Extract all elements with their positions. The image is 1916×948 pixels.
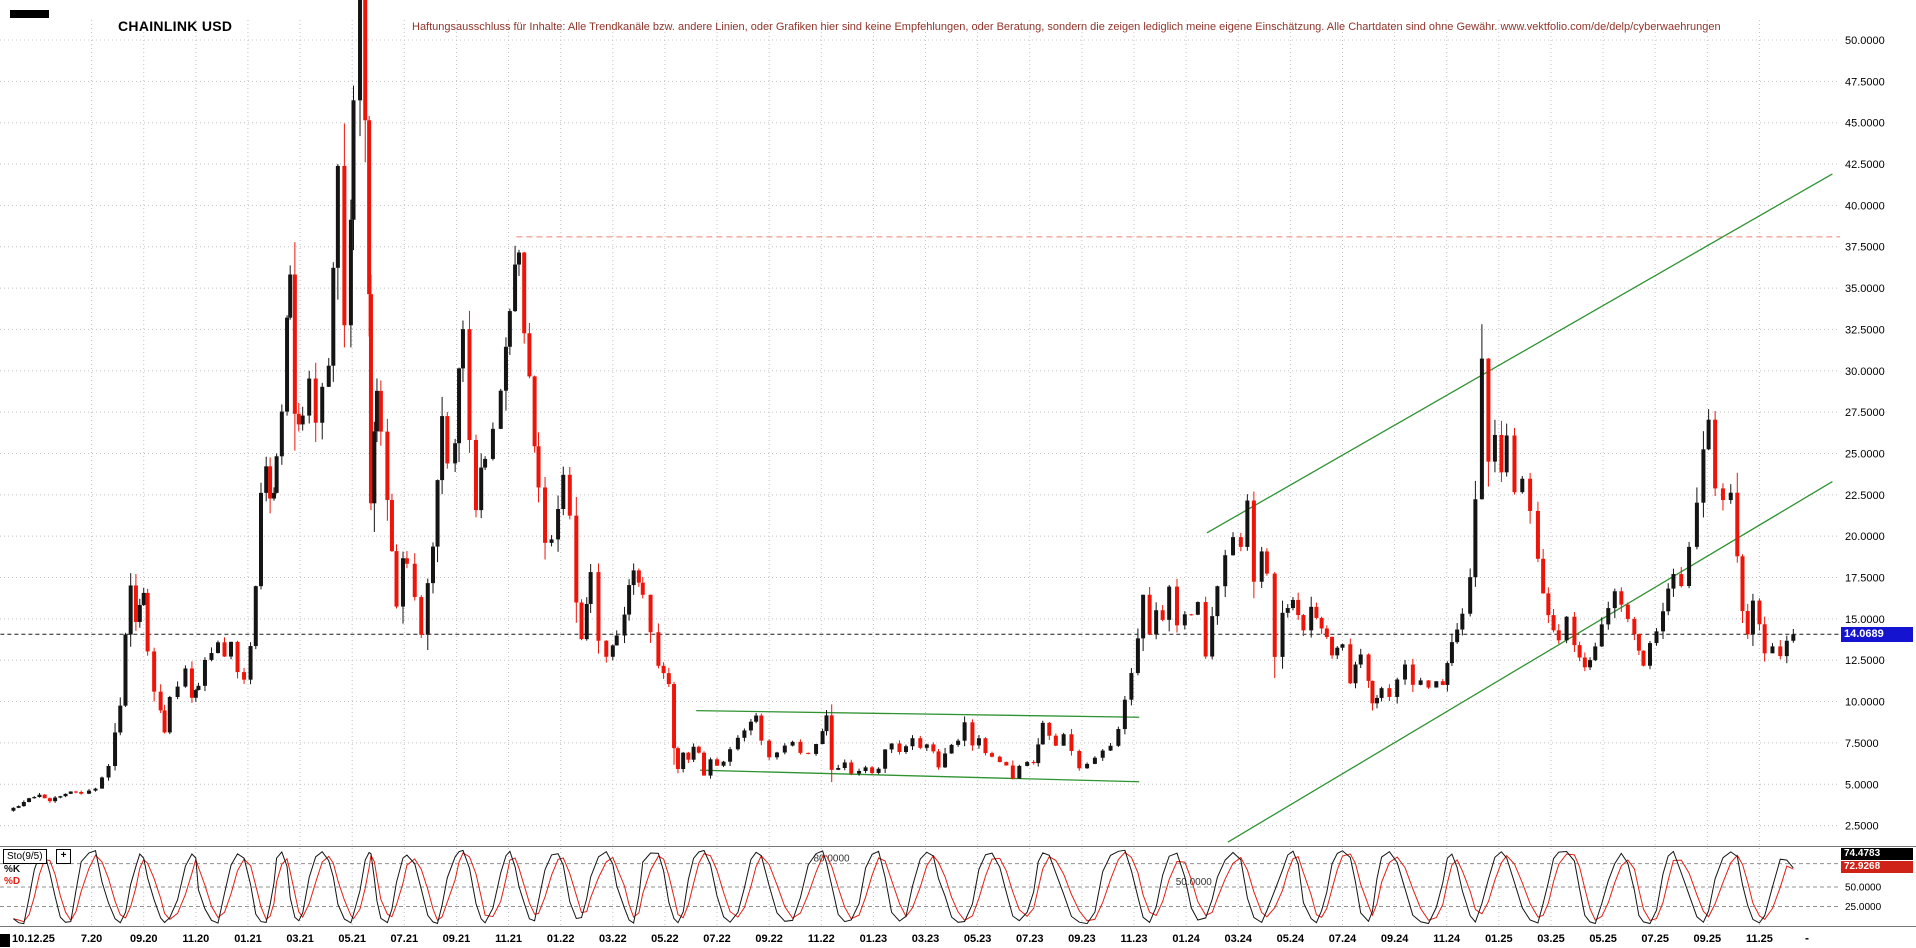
svg-text:03.22: 03.22 xyxy=(599,933,627,945)
svg-text:22.5000: 22.5000 xyxy=(1845,490,1885,502)
svg-text:25.0000: 25.0000 xyxy=(1845,902,1882,913)
svg-text:12.5000: 12.5000 xyxy=(1845,655,1885,667)
svg-text:01.22: 01.22 xyxy=(547,933,575,945)
last-price-tag: 14.0689 xyxy=(1841,627,1913,642)
svg-text:01.23: 01.23 xyxy=(860,933,888,945)
svg-text:09.21: 09.21 xyxy=(443,933,471,945)
grid-layer xyxy=(0,20,1840,926)
svg-text:11.22: 11.22 xyxy=(808,933,835,945)
svg-text:03.21: 03.21 xyxy=(286,933,314,945)
disclaimer-text: Haftungsausschluss für Inhalte: Alle Tre… xyxy=(412,21,1721,33)
svg-text:01.21: 01.21 xyxy=(234,933,262,945)
svg-text:50.0000: 50.0000 xyxy=(1176,877,1213,888)
axis-labels-layer: 50.0000 47.5000 45.0000 42.5000 40.0000 37.50… xyxy=(12,35,1885,945)
svg-text:5.0000: 5.0000 xyxy=(1845,779,1879,791)
svg-text:05.25: 05.25 xyxy=(1589,933,1617,945)
svg-text:50.0000: 50.0000 xyxy=(1845,883,1882,894)
svg-text:37.5000: 37.5000 xyxy=(1845,242,1885,254)
svg-text:03.23: 03.23 xyxy=(912,933,940,945)
svg-text:7.5000: 7.5000 xyxy=(1845,738,1879,750)
stoch-k-label: %K xyxy=(4,864,21,875)
svg-text:50.0000: 50.0000 xyxy=(1845,35,1885,47)
stoch-k-line xyxy=(13,849,1794,925)
stoch-d-line xyxy=(13,851,1794,923)
svg-text:32.5000: 32.5000 xyxy=(1845,324,1885,336)
svg-text:05.22: 05.22 xyxy=(651,933,679,945)
svg-text:11.20: 11.20 xyxy=(182,933,209,945)
svg-text:10.0000: 10.0000 xyxy=(1845,697,1885,709)
svg-text:05.21: 05.21 xyxy=(338,933,366,945)
svg-text:25.0000: 25.0000 xyxy=(1845,448,1885,460)
svg-text:27.5000: 27.5000 xyxy=(1845,407,1885,419)
svg-text:01.25: 01.25 xyxy=(1485,933,1513,945)
svg-text:05.24: 05.24 xyxy=(1277,933,1305,945)
candlestick-layer xyxy=(11,0,1796,812)
svg-text:11.21: 11.21 xyxy=(495,933,522,945)
chart-title: CHAINLINK USD xyxy=(118,18,233,34)
svg-text:07.24: 07.24 xyxy=(1329,933,1357,945)
svg-text:07.22: 07.22 xyxy=(703,933,731,945)
stochastic-layer: 80.0000 50.0000 50.0000 25.0000 xyxy=(0,846,1916,927)
stoch-k-value: 74.4783 xyxy=(1841,848,1913,860)
svg-text:03.24: 03.24 xyxy=(1224,933,1252,945)
svg-text:01.24: 01.24 xyxy=(1172,933,1200,945)
svg-text:20.0000: 20.0000 xyxy=(1845,531,1885,543)
svg-text:05.23: 05.23 xyxy=(964,933,992,945)
trendline-layer xyxy=(0,173,1840,843)
svg-text:09.23: 09.23 xyxy=(1068,933,1096,945)
svg-text:2.5000: 2.5000 xyxy=(1845,821,1879,833)
svg-text:09.20: 09.20 xyxy=(130,933,158,945)
svg-text:15.0000: 15.0000 xyxy=(1845,614,1885,626)
svg-text:09.25: 09.25 xyxy=(1694,933,1722,945)
stoch-d-label: %D xyxy=(4,876,21,887)
stoch-d-value: 72.9268 xyxy=(1841,861,1913,873)
svg-text:03.25: 03.25 xyxy=(1537,933,1565,945)
svg-text:17.5000: 17.5000 xyxy=(1845,573,1885,585)
svg-text:11.25: 11.25 xyxy=(1746,933,1773,945)
svg-text:07.25: 07.25 xyxy=(1641,933,1669,945)
svg-text:11.23: 11.23 xyxy=(1121,933,1148,945)
svg-text:40.0000: 40.0000 xyxy=(1845,200,1885,212)
svg-text:07.21: 07.21 xyxy=(391,933,419,945)
svg-text:7.20: 7.20 xyxy=(81,933,102,945)
svg-text:11.24: 11.24 xyxy=(1433,933,1461,945)
svg-text:35.0000: 35.0000 xyxy=(1845,283,1885,295)
svg-text:80.0000: 80.0000 xyxy=(813,854,850,865)
svg-text:42.5000: 42.5000 xyxy=(1845,159,1885,171)
bottom-left-marker xyxy=(0,934,10,947)
stochastic-label[interactable]: Sto(9/5) xyxy=(3,849,47,864)
svg-text:30.0000: 30.0000 xyxy=(1845,366,1885,378)
svg-text:09.24: 09.24 xyxy=(1381,933,1409,945)
top-left-marker xyxy=(10,10,49,18)
axis-date-label: 10.12.25 xyxy=(12,933,55,945)
svg-text:45.0000: 45.0000 xyxy=(1845,118,1885,130)
zoom-out-control[interactable]: - xyxy=(1805,931,1809,945)
svg-text:47.5000: 47.5000 xyxy=(1845,76,1885,88)
svg-text:07.23: 07.23 xyxy=(1016,933,1044,945)
indicator-add-icon[interactable]: + xyxy=(56,849,71,864)
svg-text:09.22: 09.22 xyxy=(755,933,783,945)
